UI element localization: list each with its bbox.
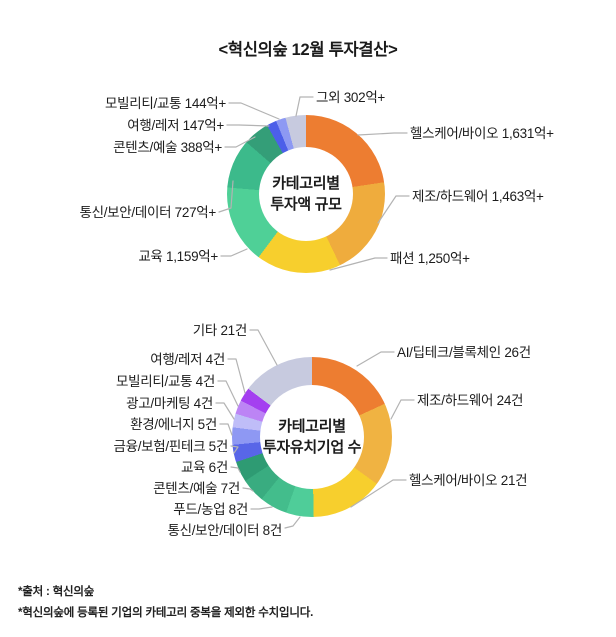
slice-label: 통신/보안/데이터 727억+	[79, 205, 216, 220]
slice-label: 제조/하드웨어 1,463억+	[412, 189, 544, 204]
donut-center-title-line1: 카테고리별	[272, 175, 340, 192]
donut-company-count	[232, 357, 392, 517]
dedup-note: *혁신의숲에 등록된 기업의 카테고리 중복을 제외한 수치입니다.	[18, 607, 314, 619]
slice-label: 패션 1,250억+	[390, 251, 470, 266]
slice-label: 헬스케어/바이오 21건	[409, 473, 528, 488]
callout-line	[356, 351, 395, 367]
slice-label: 광고/마케팅 4건	[126, 396, 213, 411]
slice-label: AI/딥테크/블록체인 26건	[397, 345, 531, 360]
slice-label: 기타 21건	[192, 323, 248, 338]
callout-line	[227, 358, 246, 394]
callout-line	[230, 445, 239, 454]
callout-line	[249, 329, 278, 366]
callout-line	[215, 402, 235, 420]
slice-label: 콘텐츠/예술 388억+	[113, 140, 222, 155]
callout-line	[390, 399, 415, 420]
callout-line	[350, 479, 407, 508]
slice-label: 그외 302억+	[316, 90, 386, 105]
donut-hole-company-count: 카테고리별 투자유치기업 수	[260, 385, 364, 489]
callout-line	[218, 180, 234, 213]
slice-label: 교육 1,159억+	[138, 249, 218, 264]
callout-line	[219, 423, 233, 436]
slice-label: 금융/보험/핀테크 5건	[113, 439, 228, 454]
callout-line	[250, 506, 273, 510]
source-note: *출처 : 혁신의숲	[18, 586, 95, 598]
donut-investment-amount	[227, 115, 385, 273]
page-title: <혁신의숲 12월 투자결산>	[218, 41, 398, 59]
slice-label: 모빌리티/교통 144억+	[105, 96, 226, 111]
donut-center-title-line1: 카테고리별	[278, 418, 346, 435]
slice-label: 통신/보안/데이터 8건	[167, 523, 282, 538]
slice-label: 푸드/농업 8건	[173, 502, 248, 517]
slice-label: 모빌리티/교통 4건	[116, 374, 215, 389]
callout-line	[230, 466, 241, 473]
callout-line	[357, 132, 408, 136]
slice-label: 헬스케어/바이오 1,631억+	[410, 126, 554, 141]
donut-center-title-line2: 투자액 규모	[270, 196, 342, 213]
donut-hole-investment-amount: 카테고리별 투자액 규모	[259, 147, 353, 241]
callout-line	[295, 96, 314, 117]
slice-label: 여행/레저 4건	[150, 352, 225, 367]
callout-line	[284, 516, 301, 529]
slice-label: 여행/레저 147억+	[127, 118, 224, 133]
callout-line	[226, 124, 270, 127]
slice-label: 콘텐츠/예술 7건	[153, 481, 240, 496]
slice-label: 제조/하드웨어 24건	[417, 393, 524, 408]
callout-line	[224, 136, 256, 148]
callout-line	[217, 380, 239, 407]
callout-line	[242, 487, 254, 492]
slice-label: 교육 6건	[180, 460, 228, 475]
footnotes: *출처 : 혁신의숲 *혁신의숲에 등록된 기업의 카테고리 중복을 제외한 수…	[18, 582, 313, 624]
callout-line	[220, 248, 248, 257]
callout-line	[329, 257, 388, 271]
callout-line	[377, 195, 410, 224]
donut-center-title-line2: 투자유치기업 수	[262, 439, 362, 456]
slice-label: 환경/에너지 5건	[130, 417, 217, 432]
callout-line	[228, 102, 280, 120]
